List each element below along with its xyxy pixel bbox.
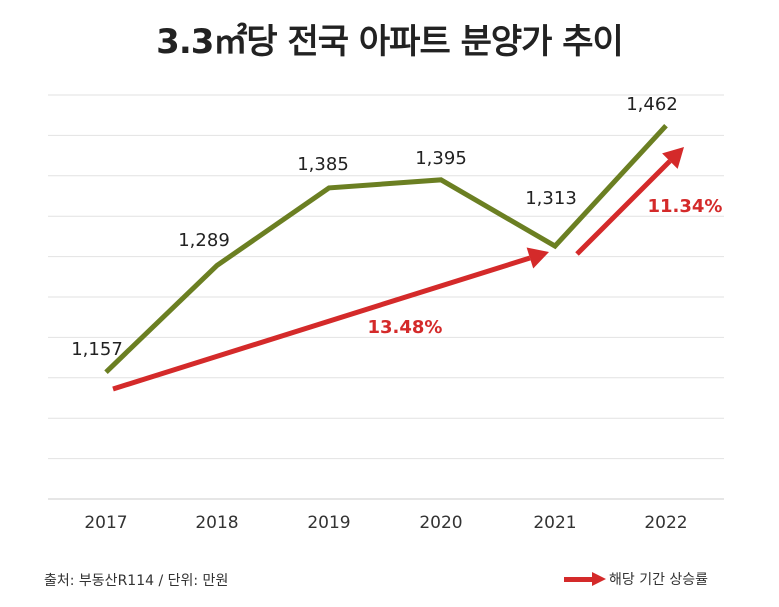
increase-arrow-2021-2022-head <box>662 147 684 169</box>
red-arrow-icon <box>564 572 606 586</box>
chart-title: 3.3㎡당 전국 아파트 분양가 추이 <box>156 22 624 62</box>
increase-arrow-2021-2022-shaft <box>575 159 672 256</box>
source-note: 출처: 부동산R114 / 단위: 만원 <box>44 573 229 589</box>
data-label: 1,395 <box>415 148 467 169</box>
legend: 해당 기간 상승률 <box>564 569 708 589</box>
data-label: 1,385 <box>297 154 349 175</box>
legend-label: 해당 기간 상승률 <box>609 572 709 588</box>
x-tick-label: 2021 <box>533 513 576 533</box>
data-label: 1,313 <box>525 188 577 209</box>
x-tick-label: 2017 <box>84 513 127 533</box>
series-line <box>104 124 668 374</box>
data-label: 1,157 <box>71 339 123 360</box>
data-label: 1,289 <box>178 230 230 251</box>
increase-arrow-2017-2021-shaft <box>112 255 531 392</box>
annotation-label: 13.48% <box>368 317 443 338</box>
x-tick-label: 2018 <box>195 513 238 533</box>
increase-arrow-2017-2021-head <box>526 247 549 269</box>
annotation-label: 11.34% <box>648 196 723 217</box>
x-tick-label: 2019 <box>307 513 350 533</box>
data-label: 1,462 <box>626 94 678 115</box>
x-tick-label: 2020 <box>419 513 462 533</box>
x-tick-label: 2022 <box>644 513 687 533</box>
